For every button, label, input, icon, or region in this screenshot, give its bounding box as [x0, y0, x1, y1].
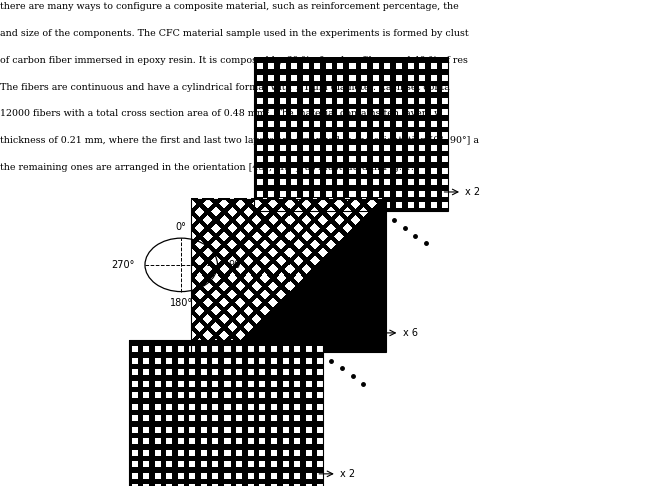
Text: the remaining ones are arranged in the orientation [45°, -45°], as illustrated i: the remaining ones are arranged in the o… [0, 163, 414, 172]
Bar [191, 199, 386, 352]
Text: and size of the components. The CFC material sample used in the experiments is f: and size of the components. The CFC mate… [0, 29, 469, 38]
Text: x 6: x 6 [403, 328, 418, 338]
Text: 90°: 90° [228, 260, 245, 270]
Text: thickness of 0.21 mm, where the first and last two layers are arranged in the or: thickness of 0.21 mm, where the first an… [0, 136, 479, 145]
Text: 180°: 180° [169, 298, 193, 308]
Bar [254, 58, 448, 211]
Text: 12000 fibers with a total cross section area of 0.48 mm². The material contains : 12000 fibers with a total cross section … [0, 109, 442, 119]
Text: 0°: 0° [176, 222, 186, 232]
Text: there are many ways to configure a composite material, such as reinforcement per: there are many ways to configure a compo… [0, 2, 459, 12]
Text: of carbon fiber immersed in epoxy resin. It is composed by 60 % of carbon fibers: of carbon fiber immersed in epoxy resin.… [0, 56, 468, 65]
Text: The fibers are continuous and have a cylindrical format with 7.1 μm diameter. Ea: The fibers are continuous and have a cyl… [0, 83, 450, 92]
Text: x 2: x 2 [340, 469, 355, 479]
Bar [129, 340, 323, 486]
Text: 270°: 270° [111, 260, 134, 270]
Text: x 2: x 2 [465, 187, 480, 197]
